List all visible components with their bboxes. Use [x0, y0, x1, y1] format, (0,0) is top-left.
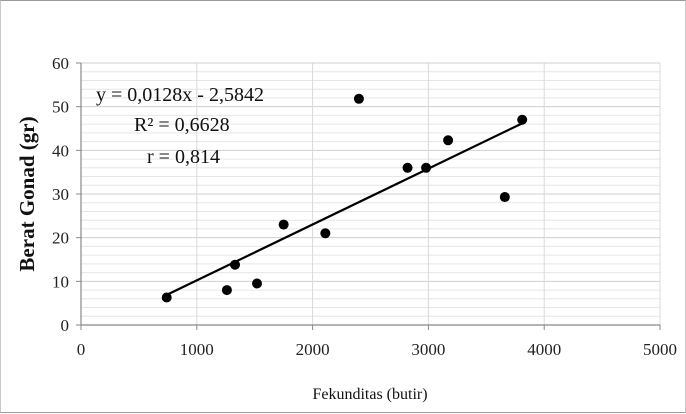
- x-tick-label: 4000: [527, 340, 561, 359]
- axes: [76, 62, 661, 330]
- data-point: [278, 219, 289, 230]
- regression-equation: y = 0,0128x - 2,5842: [96, 84, 264, 106]
- x-tick-label: 0: [77, 340, 86, 359]
- y-tick-label: 20: [52, 229, 69, 248]
- data-point: [443, 135, 454, 146]
- x-axis-title: Fekunditas (butir): [312, 386, 427, 403]
- data-point: [499, 192, 510, 203]
- y-tick-label: 30: [52, 185, 69, 204]
- r-squared-label: R² = 0,6628: [134, 114, 230, 136]
- y-tick-label: 60: [52, 54, 69, 73]
- data-point: [421, 162, 432, 173]
- correlation-label: r = 0,814: [147, 146, 220, 168]
- y-tick-label: 40: [52, 141, 69, 160]
- trendline-group: [166, 122, 523, 296]
- y-tick-label: 0: [61, 316, 70, 335]
- x-tick-label: 5000: [643, 340, 677, 359]
- data-point: [353, 93, 364, 104]
- data-point: [230, 259, 241, 270]
- data-point: [221, 285, 232, 296]
- gridlines: [81, 62, 661, 325]
- data-point: [320, 228, 331, 239]
- y-axis-title: Berat Gonad (gr): [15, 116, 39, 271]
- x-tick-label: 1000: [180, 340, 214, 359]
- y-tick-label: 50: [52, 98, 69, 117]
- trendline: [166, 122, 523, 296]
- x-tick-label: 2000: [296, 340, 330, 359]
- data-point: [252, 278, 263, 289]
- data-points: [161, 93, 528, 303]
- y-tick-labels: 0 10 20 30 40 50 60: [52, 54, 69, 335]
- x-tick-labels: 0 1000 2000 3000 4000 5000: [77, 340, 677, 359]
- data-point: [517, 114, 528, 125]
- data-point: [402, 162, 413, 173]
- x-tick-label: 3000: [411, 340, 445, 359]
- data-point: [161, 292, 172, 303]
- y-tick-label: 10: [52, 272, 69, 291]
